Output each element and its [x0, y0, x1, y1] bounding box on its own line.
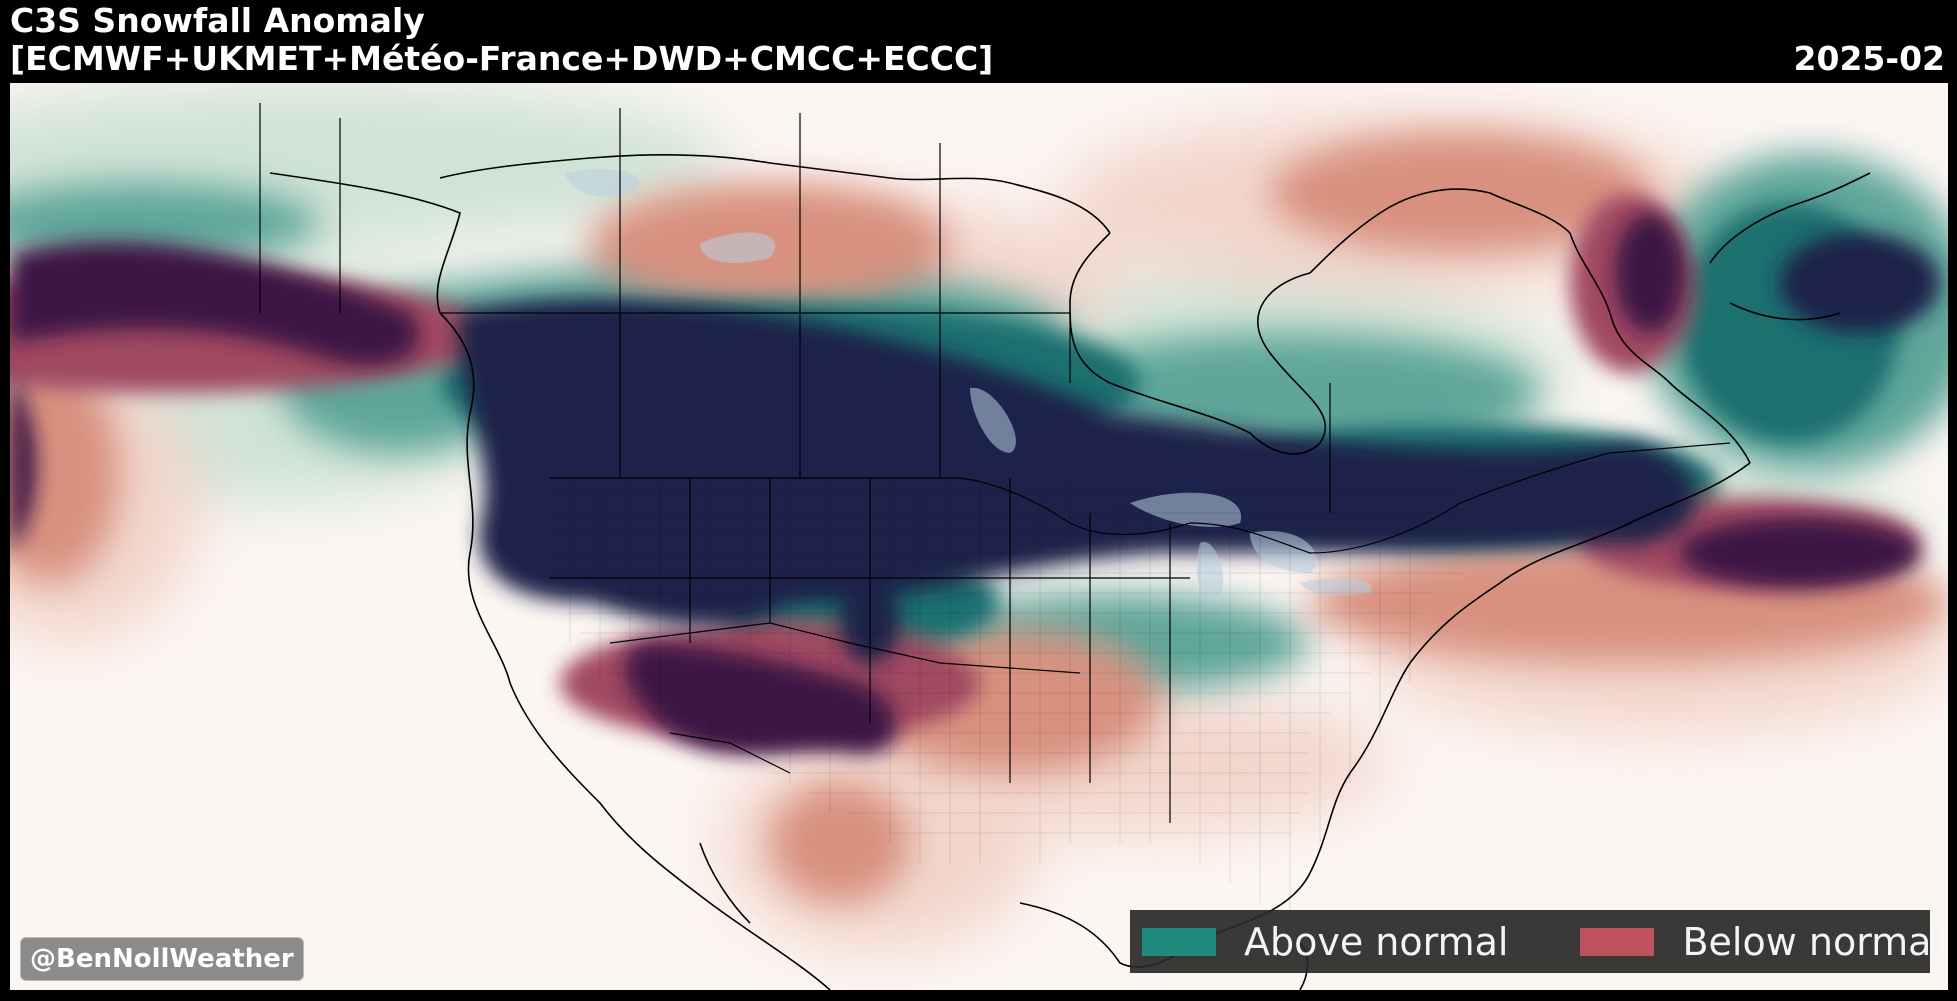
legend-below-swatch: [1580, 927, 1655, 956]
coastline-layer: [269, 153, 1871, 990]
borders-layer: [259, 103, 1731, 823]
legend-below-label: Below normal: [1682, 919, 1943, 964]
model-list: [ECMWF+UKMET+Météo-France+DWD+CMCC+ECCC]: [10, 39, 994, 78]
forecast-date: 2025-02: [1793, 39, 1945, 78]
legend-above-item: Above normal: [1130, 910, 1508, 973]
map-canvas: [10, 83, 1948, 990]
map-title: C3S Snowfall Anomaly: [10, 1, 425, 40]
county-grid-layer: [550, 483, 1460, 923]
legend-below-item: Below normal: [1568, 910, 1942, 973]
extreme-anomaly-layer: [10, 213, 1940, 755]
lakes-layer: [565, 169, 1372, 603]
author-credit: @BenNollWeather: [20, 937, 304, 981]
legend-above-swatch: [1142, 927, 1216, 956]
legend-above-label: Above normal: [1244, 919, 1509, 964]
anomaly-map: [10, 83, 1948, 990]
legend: Above normal Below normal: [1130, 910, 1942, 973]
